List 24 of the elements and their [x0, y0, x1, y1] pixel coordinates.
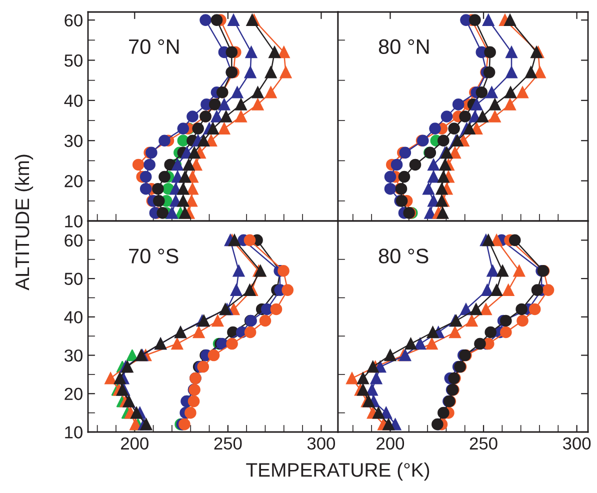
x-axis-title: TEMPERATURE (°K) [246, 462, 430, 481]
x-tick-label: 200 [121, 437, 148, 450]
annotation: 80 °N [378, 39, 429, 54]
y-tick-label: 60 [64, 234, 82, 247]
annotation: 80 °S [378, 248, 428, 264]
x-tick-label: 200 [376, 437, 404, 450]
y-axis-title: ALTITUDE (km) [14, 154, 34, 290]
y-tick-label: 50 [64, 272, 82, 286]
y-tick-label: 20 [64, 388, 82, 400]
x-tick-label: 250 [214, 437, 242, 450]
y-tick-label: 40 [64, 311, 82, 324]
y-tick-label: 10 [65, 215, 82, 228]
y-tick-label: 20 [64, 174, 82, 188]
x-tick-label: 300 [307, 437, 336, 450]
annotation: 70 °S [129, 248, 178, 264]
y-tick-label: 50 [64, 54, 82, 67]
y-tick-label: 60 [64, 14, 82, 26]
y-tick-label: 30 [64, 349, 82, 362]
y-tick-label: 10 [65, 426, 82, 438]
y-tick-label: 40 [64, 94, 82, 107]
x-tick-label: 250 [470, 437, 498, 450]
y-tick-label: 30 [64, 134, 82, 148]
x-tick-label: 300 [562, 437, 591, 450]
annotation: 70 °N [129, 39, 179, 54]
